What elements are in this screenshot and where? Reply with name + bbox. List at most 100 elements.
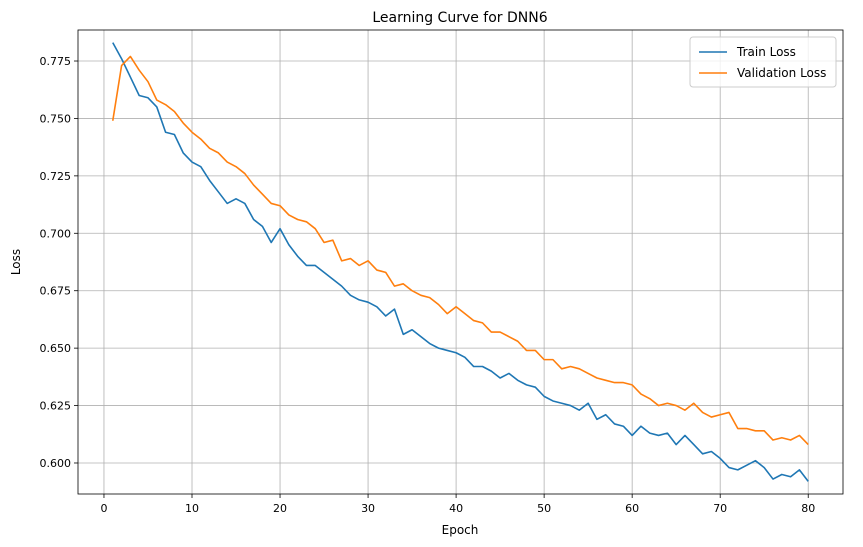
validation-loss-point — [174, 111, 176, 113]
train-loss-point — [596, 419, 598, 421]
train-loss-point — [640, 425, 642, 427]
validation-loss-point — [684, 409, 686, 411]
validation-loss-point — [711, 416, 713, 418]
validation-loss-point — [297, 219, 299, 221]
validation-loss-point — [376, 269, 378, 271]
train-loss-point — [358, 299, 360, 301]
x-tick-label: 0 — [100, 502, 107, 515]
validation-loss-point — [535, 350, 537, 352]
train-loss-point — [182, 152, 184, 154]
y-tick-label: 0.600 — [40, 457, 72, 470]
validation-loss-point — [790, 439, 792, 441]
train-loss-point — [614, 423, 616, 425]
validation-loss-point — [279, 205, 281, 207]
train-loss-point — [719, 458, 721, 460]
train-loss-point — [402, 334, 404, 336]
train-loss-point — [517, 380, 519, 382]
train-loss-point — [535, 386, 537, 388]
grid — [78, 30, 843, 494]
axis-ticks: 0 10 20 30 40 50 60 70 80 0.600 0.625 0.650 0.675 0.7… — [40, 55, 816, 515]
train-loss-point — [147, 97, 149, 99]
validation-loss-point — [702, 412, 704, 414]
validation-loss-point — [508, 336, 510, 338]
train-loss-point — [420, 336, 422, 338]
validation-loss-point — [649, 398, 651, 400]
validation-loss-point — [763, 430, 765, 432]
validation-loss-point — [755, 430, 757, 432]
train-loss-point — [138, 95, 140, 97]
train-loss-point — [429, 343, 431, 345]
validation-loss-point — [394, 285, 396, 287]
validation-loss-point — [552, 359, 554, 361]
validation-loss-point — [807, 444, 809, 446]
train-loss-point — [411, 329, 413, 331]
train-loss-point — [306, 265, 308, 267]
y-tick-label: 0.675 — [40, 285, 72, 298]
train-loss-point — [288, 244, 290, 246]
train-loss-point — [579, 409, 581, 411]
validation-loss-point — [570, 366, 572, 368]
train-loss-point — [755, 460, 757, 462]
validation-loss-point — [367, 260, 369, 262]
validation-loss-point — [675, 405, 677, 407]
train-loss-point — [561, 402, 563, 404]
train-loss-point — [447, 350, 449, 352]
validation-loss-point — [306, 221, 308, 223]
x-tick-label: 60 — [625, 502, 639, 515]
train-loss-point — [253, 219, 255, 221]
validation-loss-point — [385, 272, 387, 274]
validation-loss-point — [614, 382, 616, 384]
validation-loss-point — [411, 290, 413, 292]
validation-loss-point — [499, 331, 501, 333]
train-loss-point — [552, 400, 554, 402]
train-loss-point — [649, 432, 651, 434]
plot-area-frame — [77, 29, 844, 495]
validation-loss-point — [543, 359, 545, 361]
validation-loss-point — [781, 437, 783, 439]
train-loss-point — [200, 166, 202, 168]
validation-loss-point — [288, 214, 290, 216]
validation-loss-point — [517, 340, 519, 342]
train-loss-point — [491, 370, 493, 372]
train-loss-point — [587, 402, 589, 404]
validation-loss-point — [455, 306, 457, 308]
train-loss-point — [121, 58, 123, 60]
y-tick-label: 0.650 — [40, 342, 72, 355]
validation-loss-point — [658, 405, 660, 407]
validation-loss-point — [341, 260, 343, 262]
train-loss-point — [438, 347, 440, 349]
validation-loss-point — [579, 368, 581, 370]
chart-title: Learning Curve for DNN6 — [372, 10, 547, 26]
train-loss-point — [667, 432, 669, 434]
validation-loss-point — [200, 138, 202, 140]
validation-loss-point — [623, 382, 625, 384]
y-tick-label: 0.775 — [40, 55, 72, 68]
train-loss-point — [394, 308, 396, 310]
x-tick-label: 50 — [537, 502, 551, 515]
validation-loss-line — [111, 55, 809, 446]
validation-loss-point — [587, 373, 589, 375]
train-loss-point — [385, 315, 387, 317]
validation-loss-point — [402, 283, 404, 285]
validation-loss-point — [799, 435, 801, 437]
train-loss-point — [332, 278, 334, 280]
train-loss-point — [323, 272, 325, 274]
train-loss-point — [341, 285, 343, 287]
train-loss-point — [297, 255, 299, 257]
y-tick-label: 0.625 — [40, 400, 72, 413]
train-loss-point — [350, 295, 352, 297]
y-tick-label: 0.750 — [40, 112, 72, 125]
train-loss-point — [314, 265, 316, 267]
train-loss-point — [675, 444, 677, 446]
train-loss-point — [781, 474, 783, 476]
train-loss-point — [244, 203, 246, 205]
validation-loss-point — [130, 56, 132, 58]
legend: Train Loss Validation Loss — [689, 36, 837, 88]
validation-loss-point — [561, 368, 563, 370]
validation-loss-point — [165, 104, 167, 106]
validation-loss-point — [746, 428, 748, 430]
train-loss-point — [473, 366, 475, 368]
x-tick-label: 70 — [713, 502, 727, 515]
